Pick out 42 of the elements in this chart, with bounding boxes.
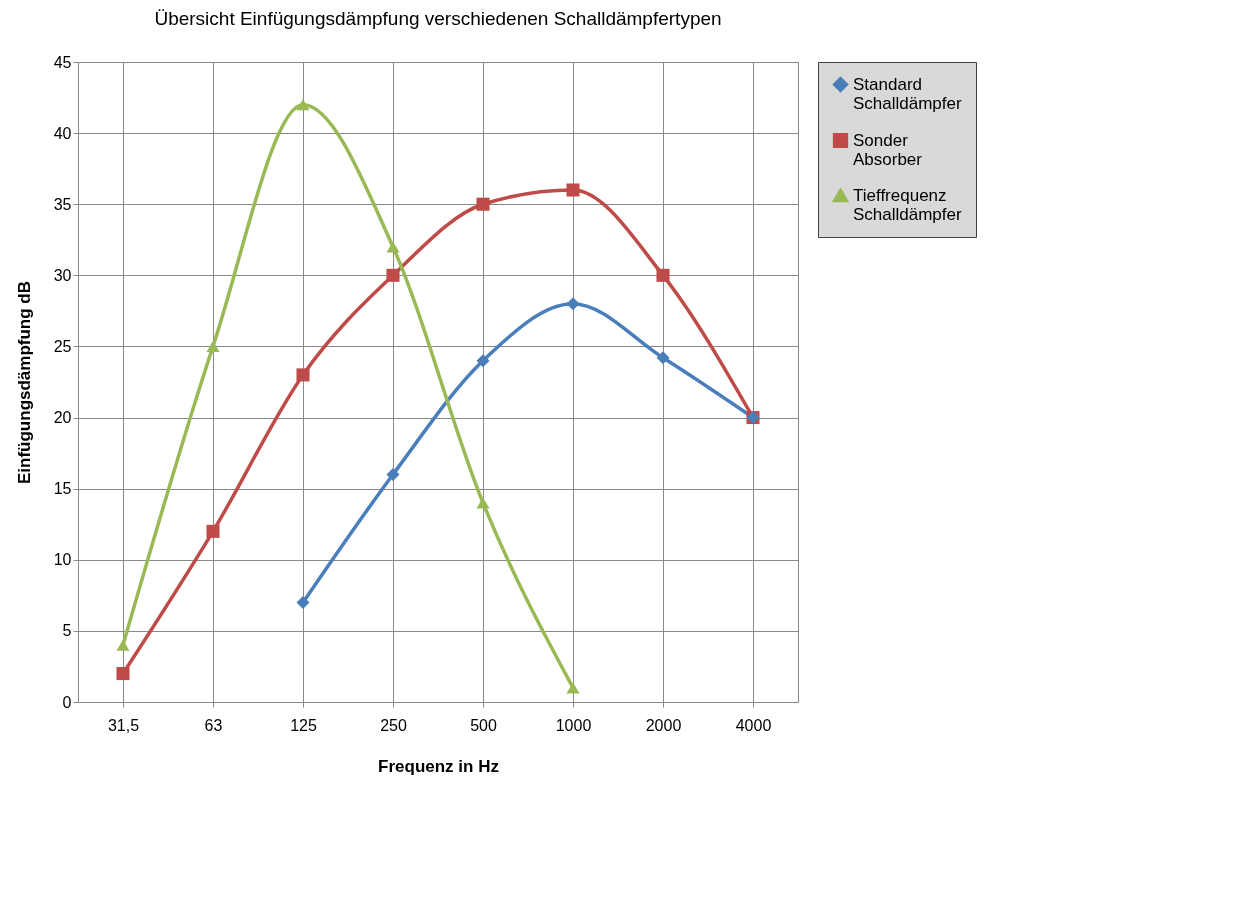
point <box>476 497 490 509</box>
point <box>656 268 670 282</box>
point <box>206 340 220 353</box>
point <box>476 354 490 368</box>
y-tick-label: 15 <box>53 480 72 498</box>
y-tick-label: 35 <box>53 195 72 213</box>
x-tick-label: 500 <box>470 716 497 734</box>
x-tick-label: 1000 <box>555 716 592 734</box>
y-tick-label: 40 <box>53 124 72 142</box>
point <box>116 639 130 651</box>
point <box>386 268 400 282</box>
point <box>656 351 670 365</box>
x-tick-label: 125 <box>290 716 317 734</box>
x-tick-label: 2000 <box>645 716 682 734</box>
x-tick-label: 63 <box>204 716 223 734</box>
legend-label: Sonder Absorber <box>853 130 923 169</box>
point <box>386 241 400 253</box>
chart-title: Übersicht Einfügungsdämpfung verschiedenen Schalldämpfertypen <box>154 8 722 29</box>
legend-label: Standard Schalldämpfer <box>853 74 962 113</box>
y-tick-label: 45 <box>53 53 72 71</box>
point <box>566 682 580 694</box>
y-tick-label: 30 <box>53 266 72 284</box>
point <box>566 297 580 311</box>
point <box>566 183 580 197</box>
point <box>296 595 310 609</box>
y-axis-title: Einfügungsdämpfung dB <box>14 280 34 485</box>
x-axis-title: Frequenz in Hz <box>378 756 499 776</box>
point <box>386 467 400 481</box>
x-tick-label: 250 <box>380 716 407 734</box>
legend-label: Tieffrequenz Schalldämpfer <box>853 185 962 224</box>
y-tick-label: 25 <box>53 337 72 355</box>
y-tick-label: 0 <box>62 693 72 711</box>
point <box>296 368 310 382</box>
point <box>296 99 310 111</box>
point <box>476 197 490 211</box>
y-tick-label: 5 <box>62 622 72 640</box>
point <box>206 524 220 538</box>
y-tick-label: 20 <box>53 409 72 427</box>
point <box>116 667 130 681</box>
x-tick-label: 31,5 <box>107 716 140 734</box>
x-tick-label: 4000 <box>735 716 772 734</box>
y-tick-label: 10 <box>53 551 72 569</box>
